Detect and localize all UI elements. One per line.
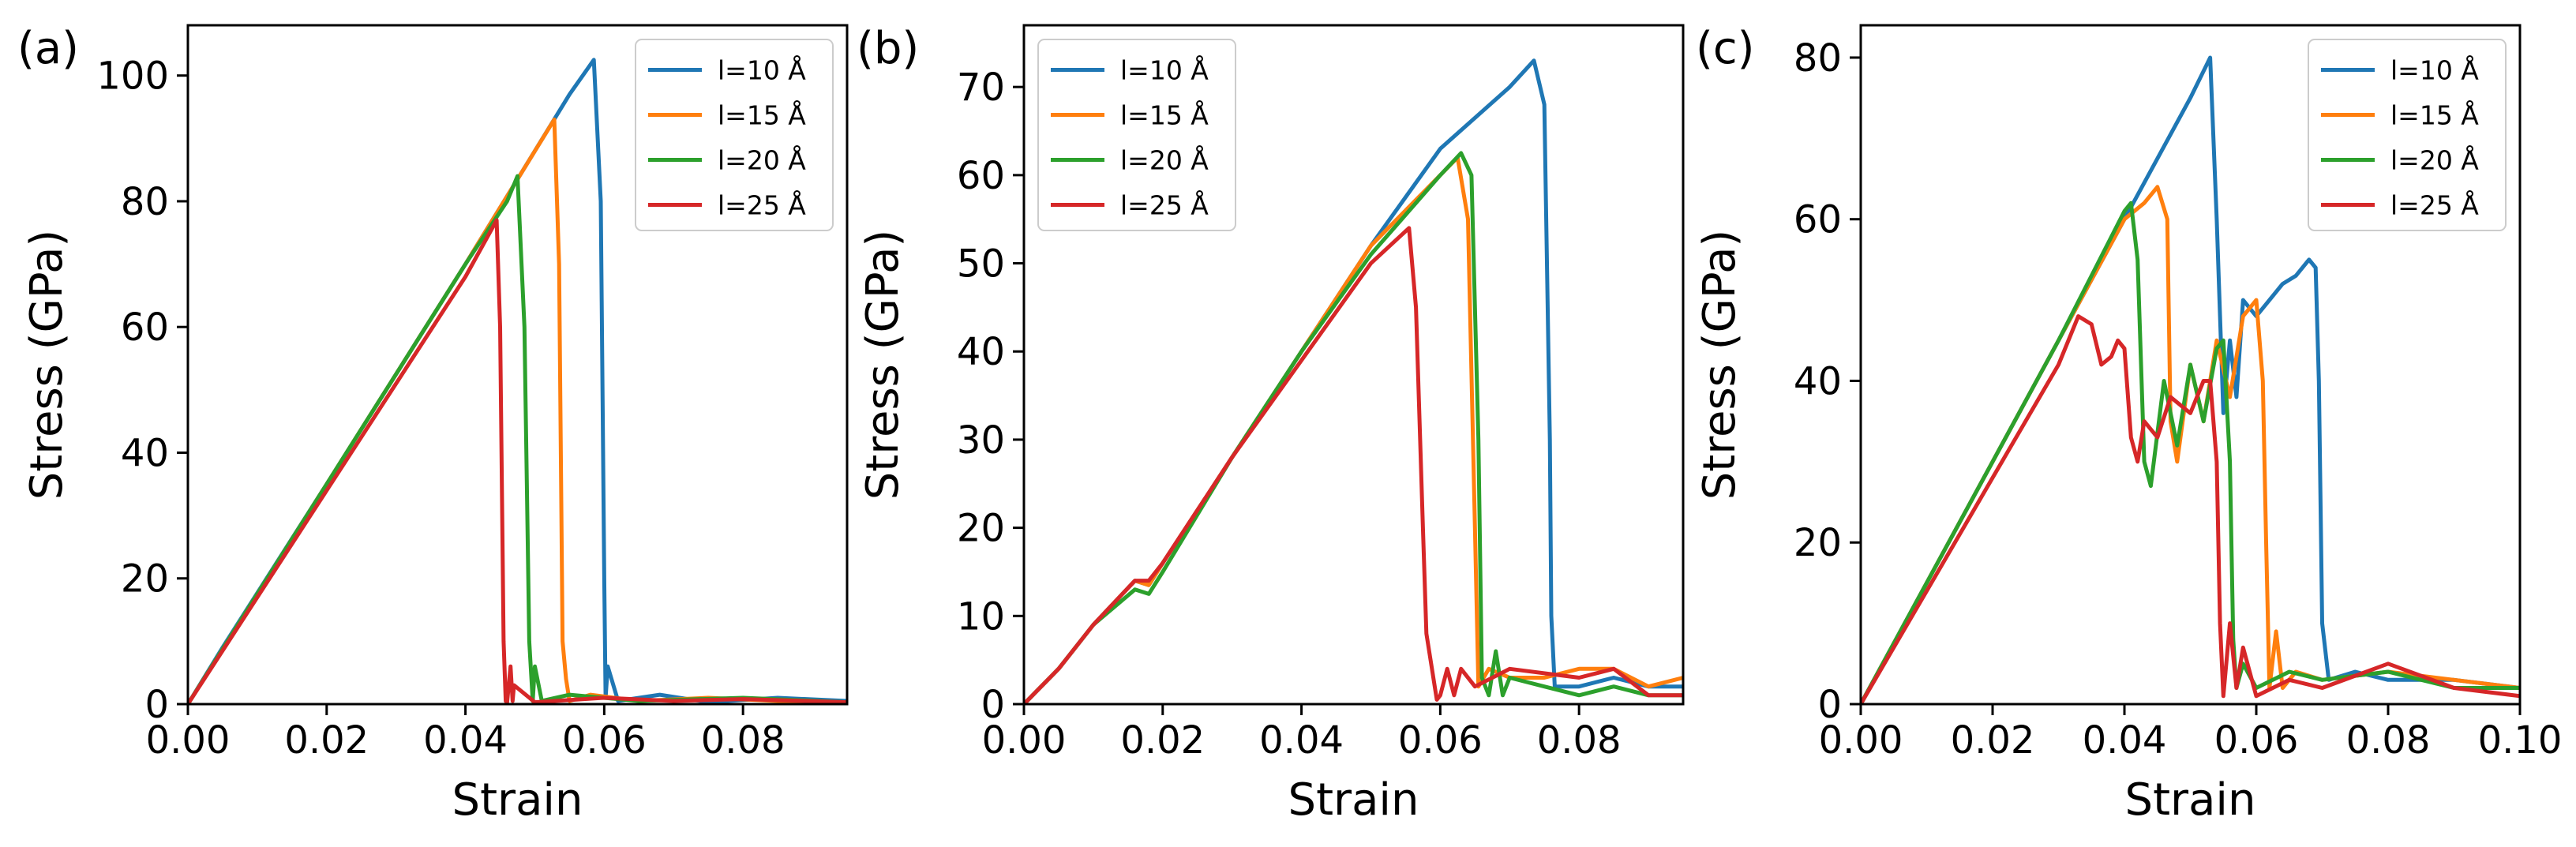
legend-label: l=25 Å bbox=[2390, 189, 2479, 221]
panel-label: (a) bbox=[17, 23, 79, 74]
y-axis-title: Stress (GPa) bbox=[21, 230, 73, 500]
legend: l=10 Å l=15 Å l=20 Å l=25 Å bbox=[635, 39, 834, 231]
legend-label: l=20 Å bbox=[718, 144, 806, 176]
x-tick-label: 0.04 bbox=[1259, 718, 1344, 763]
y-tick-label: 10 bbox=[957, 594, 1005, 639]
series-line-3 bbox=[1024, 226, 1683, 704]
y-tick-label: 70 bbox=[957, 66, 1005, 110]
x-tick-label: 0.00 bbox=[1819, 718, 1903, 763]
legend-label: l=20 Å bbox=[1120, 144, 1209, 176]
series-line-2 bbox=[1861, 201, 2520, 704]
y-tick-label: 20 bbox=[957, 507, 1005, 551]
legend-label: l=15 Å bbox=[718, 99, 806, 131]
axes-frame bbox=[1859, 24, 2522, 706]
panel-1: 0.00 0.02 0.04 0.06 0.08 0 10 20 30 40 50 60 70 Strai… bbox=[857, 23, 1685, 826]
y-tick-label: 60 bbox=[957, 154, 1005, 198]
panel-label: (b) bbox=[857, 23, 919, 74]
y-tick-label: 50 bbox=[957, 242, 1005, 287]
y-tick-label: 80 bbox=[121, 180, 169, 224]
y-tick-label: 0 bbox=[981, 683, 1005, 727]
series-group bbox=[188, 58, 847, 704]
series-line-2 bbox=[1024, 151, 1683, 704]
legend-label: l=15 Å bbox=[2390, 99, 2479, 131]
x-tick-label: 0.06 bbox=[562, 718, 647, 763]
y-tick-label: 0 bbox=[1817, 683, 1842, 727]
axes-frame bbox=[186, 24, 849, 706]
x-axis-title: Strain bbox=[1288, 774, 1419, 826]
x-tick-label: 0.02 bbox=[1120, 718, 1205, 763]
legend: l=10 Å l=15 Å l=20 Å l=25 Å bbox=[1037, 39, 1236, 231]
legend-box bbox=[2308, 39, 2507, 231]
series-group bbox=[1861, 55, 2520, 704]
y-tick-label: 60 bbox=[1794, 198, 1842, 242]
legend-label: l=10 Å bbox=[2390, 54, 2479, 86]
legend-box bbox=[635, 39, 834, 231]
legend-box bbox=[1037, 39, 1236, 231]
x-tick-label: 0.00 bbox=[982, 718, 1067, 763]
x-tick-label: 0.02 bbox=[1951, 718, 2035, 763]
series-line-3 bbox=[188, 218, 847, 704]
x-tick-label: 0.02 bbox=[284, 718, 369, 763]
legend-label: l=25 Å bbox=[718, 189, 806, 221]
legend-label: l=20 Å bbox=[2390, 144, 2479, 176]
y-tick-label: 40 bbox=[1794, 359, 1842, 403]
panel-2: 0.00 0.02 0.04 0.06 0.08 0.10 0 20 40 60 80 Strain S… bbox=[1694, 23, 2562, 826]
x-tick-label: 0.04 bbox=[423, 718, 508, 763]
legend-label: l=10 Å bbox=[1120, 54, 1209, 86]
y-tick-label: 100 bbox=[96, 54, 169, 99]
series-group bbox=[1024, 58, 1683, 704]
x-tick-label: 0.04 bbox=[2083, 718, 2167, 763]
x-tick-label: 0.06 bbox=[1398, 718, 1483, 763]
series-line-3 bbox=[1861, 314, 2520, 704]
legend-label: l=15 Å bbox=[1120, 99, 1209, 131]
y-tick-label: 40 bbox=[957, 330, 1005, 374]
y-axis-title: Stress (GPa) bbox=[1694, 230, 1745, 500]
panel-label: (c) bbox=[1696, 23, 1754, 74]
series-line-1 bbox=[1024, 156, 1683, 704]
legend-label: l=25 Å bbox=[1120, 189, 1209, 221]
legend-label: l=10 Å bbox=[718, 54, 806, 86]
x-tick-label: 0.08 bbox=[2346, 718, 2431, 763]
axes-frame bbox=[1022, 24, 1685, 706]
series-line-1 bbox=[1861, 185, 2520, 704]
y-axis-title: Stress (GPa) bbox=[857, 230, 909, 500]
y-tick-label: 30 bbox=[957, 418, 1005, 463]
x-tick-label: 0.06 bbox=[2214, 718, 2299, 763]
panel-0: 0.00 0.02 0.04 0.06 0.08 0 20 40 60 80 100 Strain St… bbox=[17, 23, 849, 826]
series-line-2 bbox=[188, 174, 847, 704]
x-axis-title: Strain bbox=[452, 774, 583, 826]
y-tick-label: 20 bbox=[1794, 521, 1842, 565]
x-axis-title: Strain bbox=[2125, 774, 2256, 826]
y-tick-label: 0 bbox=[144, 683, 169, 727]
y-tick-label: 60 bbox=[121, 305, 169, 350]
legend: l=10 Å l=15 Å l=20 Å l=25 Å bbox=[2308, 39, 2507, 231]
y-tick-label: 40 bbox=[121, 431, 169, 475]
x-tick-label: 0.10 bbox=[2478, 718, 2563, 763]
x-tick-label: 0.08 bbox=[701, 718, 786, 763]
y-tick-label: 80 bbox=[1794, 36, 1842, 81]
x-tick-label: 0.00 bbox=[146, 718, 231, 763]
y-tick-label: 20 bbox=[121, 557, 169, 602]
x-tick-label: 0.08 bbox=[1537, 718, 1622, 763]
